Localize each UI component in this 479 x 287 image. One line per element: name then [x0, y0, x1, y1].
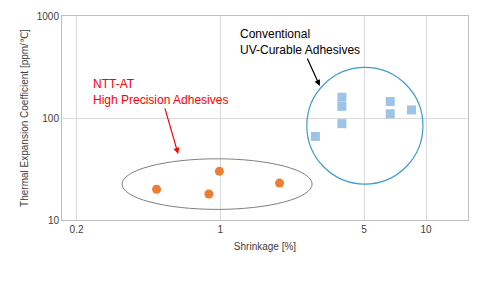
svg-text:5: 5 [361, 224, 367, 235]
svg-text:NTT-ATHigh Precision Adhesives: NTT-ATHigh Precision Adhesives [93, 77, 228, 107]
svg-text:0.2: 0.2 [70, 224, 84, 235]
svg-text:10: 10 [420, 224, 432, 235]
svg-text:10: 10 [48, 215, 60, 226]
svg-text:ConventionalUV-Curable Adhesiv: ConventionalUV-Curable Adhesives [240, 27, 360, 57]
svg-text:Thermal Expansion Coefficient: Thermal Expansion Coefficient [ppm/℃] [19, 29, 30, 207]
svg-text:1: 1 [218, 224, 224, 235]
svg-text:1000: 1000 [37, 11, 60, 22]
svg-text:100: 100 [42, 113, 59, 124]
svg-text:Shrinkage [%]: Shrinkage [%] [234, 241, 296, 252]
